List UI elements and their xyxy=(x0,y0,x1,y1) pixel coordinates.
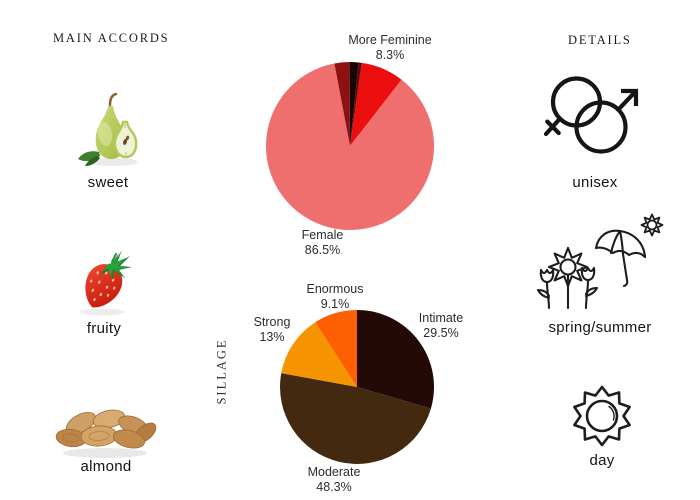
detail-label-unisex: unisex xyxy=(572,174,618,191)
sillage-pie-label-intimate: Intimate 29.5% xyxy=(400,311,482,341)
sillage-pie-label-intimate-pct: 29.5% xyxy=(423,326,459,340)
gender-pie-chart[interactable] xyxy=(266,61,435,231)
sillage-pie-label-enormous-text: Enormous xyxy=(306,282,364,296)
accord-label-fruity: fruity xyxy=(86,320,122,337)
sillage-pie-chart[interactable] xyxy=(280,310,434,464)
sillage-pie-label-enormous: Enormous 9.1% xyxy=(285,282,385,312)
pie-slice-moderate[interactable] xyxy=(280,373,431,464)
unisex-gender-icon xyxy=(543,76,639,154)
sillage-pie-label-moderate-pct: 48.3% xyxy=(316,480,352,494)
gender-pie-label-female-text: Female xyxy=(301,228,344,242)
strawberry-image xyxy=(80,250,132,316)
gender-pie-label-more-feminine: More Feminine 8.3% xyxy=(330,33,450,63)
pie-slice-intimate[interactable] xyxy=(357,310,434,409)
sillage-pie-label-intimate-text: Intimate xyxy=(418,311,464,325)
details-header: DETAILS xyxy=(568,33,632,47)
sillage-pie-label-moderate: Moderate 48.3% xyxy=(284,465,384,495)
pie-slice-unlabeled-dark-red[interactable] xyxy=(334,62,350,146)
pie-slice-female[interactable] xyxy=(266,63,435,231)
accord-label-almond: almond xyxy=(80,458,132,475)
gender-pie-label-more-feminine-pct: 8.3% xyxy=(375,48,405,62)
sillage-axis-title: SILLAGE xyxy=(214,338,229,405)
detail-label-spring-summer: spring/summer xyxy=(548,319,652,336)
gender-pie-label-more-feminine-text: More Feminine xyxy=(348,33,432,47)
sillage-pie-label-strong-pct: 13% xyxy=(259,330,285,344)
gender-pie-label-female-pct: 86.5% xyxy=(304,243,341,257)
pie-slice-unlabeled-maroon-sliver[interactable] xyxy=(350,62,362,146)
detail-label-day: day xyxy=(589,452,615,469)
almonds-image xyxy=(55,409,157,458)
pear-image xyxy=(78,92,138,166)
pie-slice-more-feminine[interactable] xyxy=(350,62,402,146)
pie-slice-strong[interactable] xyxy=(281,322,357,387)
pie-slice-enormous[interactable] xyxy=(315,310,357,387)
main-accords-header: MAIN ACCORDS xyxy=(53,31,170,45)
pie-slice-unlabeled-black[interactable] xyxy=(349,61,359,146)
day-sun-icon xyxy=(573,385,631,447)
sillage-pie-label-moderate-text: Moderate xyxy=(307,465,361,479)
accord-label-sweet: sweet xyxy=(87,174,129,191)
gender-pie-label-female: Female 86.5% xyxy=(285,228,360,258)
sillage-pie-label-enormous-pct: 9.1% xyxy=(320,297,350,311)
spring-summer-icon xyxy=(536,213,664,310)
sillage-pie-label-strong: Strong 13% xyxy=(237,315,307,345)
sillage-pie-label-strong-text: Strong xyxy=(253,315,291,329)
